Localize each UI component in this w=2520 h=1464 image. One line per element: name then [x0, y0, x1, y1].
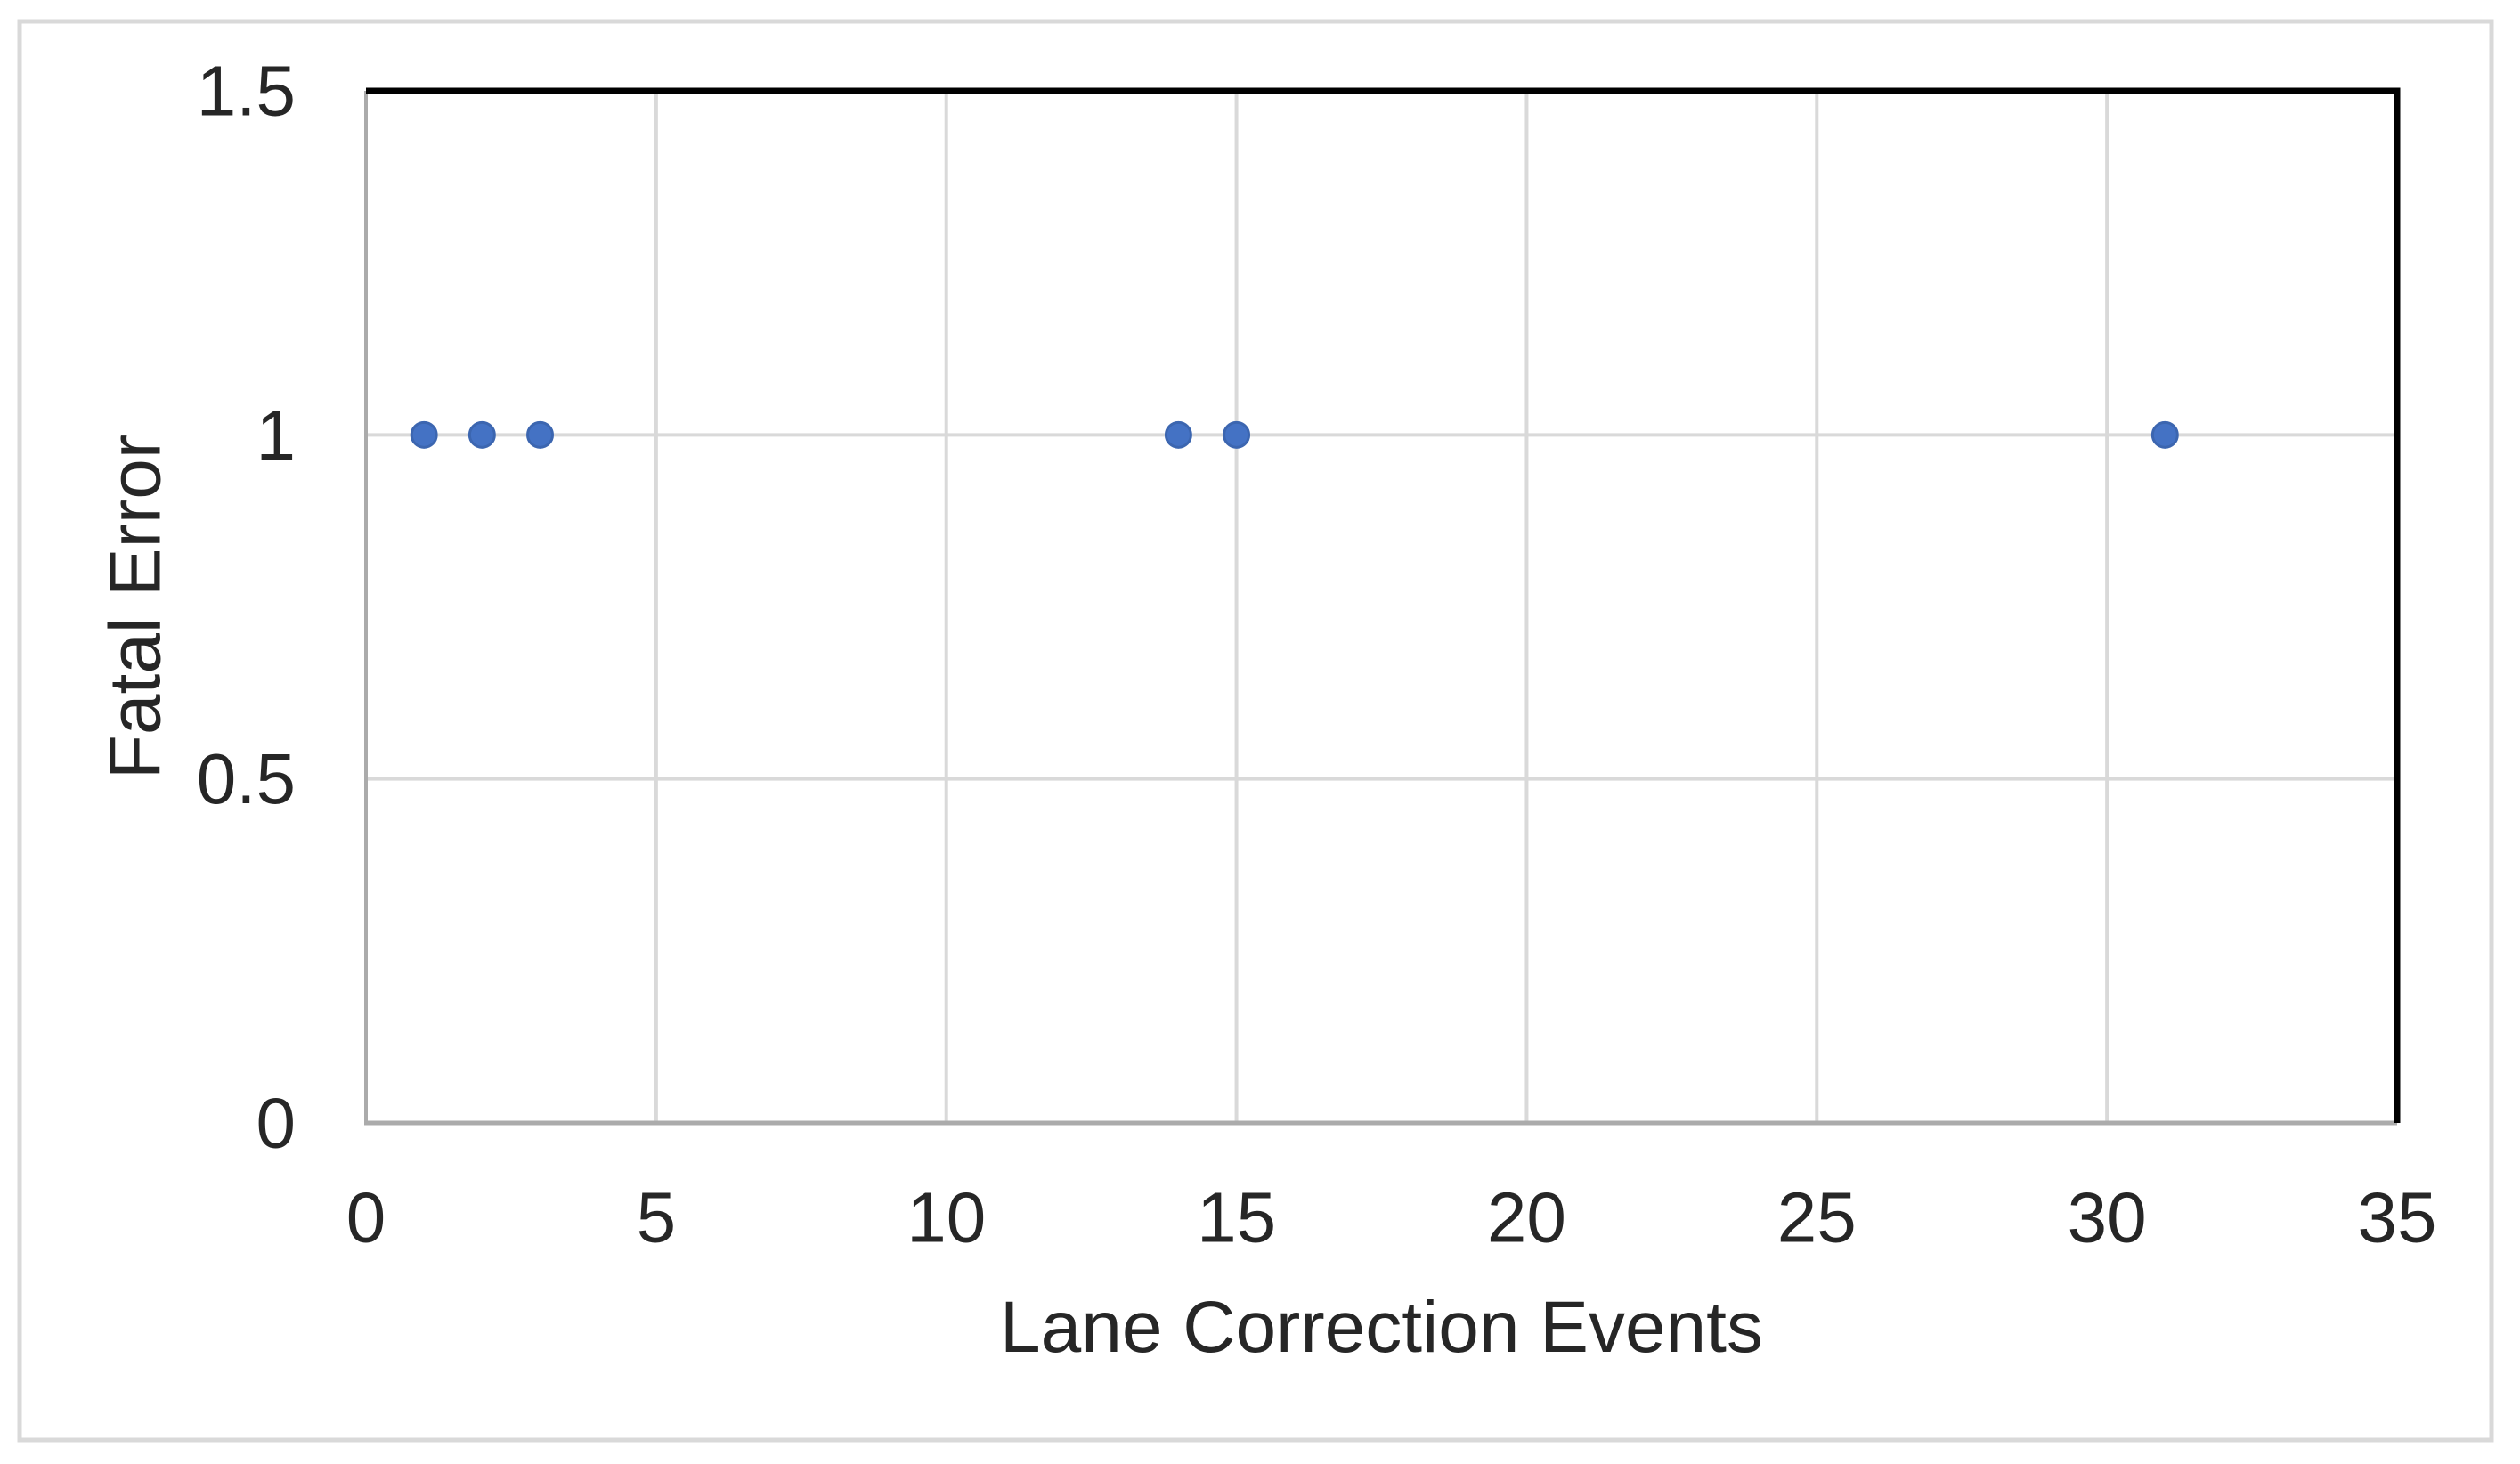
y-axis-tick-labels: 0 0.5 1 1.5 [197, 52, 296, 1163]
data-point [2150, 420, 2179, 449]
data-point [1223, 420, 1251, 449]
x-tick-label: 10 [906, 1178, 986, 1257]
x-tick-label: 25 [1777, 1178, 1857, 1257]
x-tick-label: 0 [346, 1178, 386, 1257]
plot-border-line [366, 87, 2401, 1123]
x-axis-title: Lane Correction Events [1000, 1287, 1763, 1368]
data-point [1164, 420, 1192, 449]
data-point [410, 420, 438, 449]
axis-lines [364, 91, 2397, 1126]
data-points [410, 420, 2179, 449]
gridlines [366, 91, 2397, 1123]
plot-border-top-right [366, 87, 2401, 1123]
y-tick-label: 0 [256, 1084, 297, 1163]
x-tick-label: 35 [2358, 1178, 2437, 1257]
y-axis-title: Fatal Error [95, 435, 176, 779]
x-tick-label: 20 [1487, 1178, 1566, 1257]
x-axis-tick-labels: 0 5 10 15 20 25 30 35 [346, 1178, 2437, 1257]
x-tick-label: 30 [2068, 1178, 2147, 1257]
y-tick-label: 1.5 [197, 52, 296, 131]
x-tick-label: 5 [637, 1178, 677, 1257]
figure-border [17, 19, 2494, 1443]
x-tick-label: 15 [1197, 1178, 1276, 1257]
y-tick-label: 0.5 [197, 739, 296, 818]
data-point [526, 420, 555, 449]
y-tick-label: 1 [256, 395, 297, 475]
data-point [467, 420, 496, 449]
